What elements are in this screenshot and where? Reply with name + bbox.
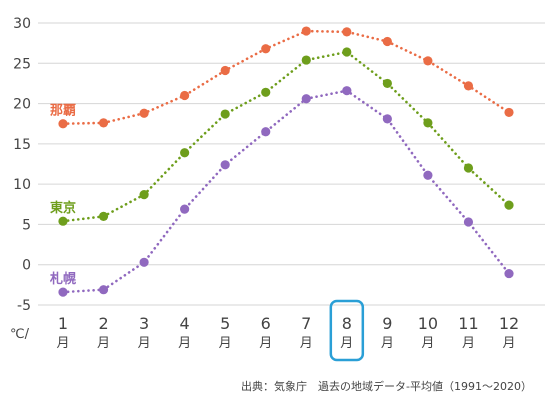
data-point xyxy=(180,204,190,214)
data-point xyxy=(342,27,352,37)
x-tick-unit: 月 xyxy=(421,336,434,351)
x-tick-unit: 月 xyxy=(219,336,232,351)
series-line xyxy=(61,29,511,126)
x-tick-label: 3 xyxy=(139,314,149,333)
y-unit-label: ℃/ xyxy=(10,327,30,342)
data-point xyxy=(301,94,311,104)
data-point xyxy=(180,90,190,101)
x-tick-label: 9 xyxy=(382,314,392,333)
x-tick-unit: 月 xyxy=(340,336,353,351)
data-point xyxy=(504,200,514,210)
data-point xyxy=(423,170,433,180)
data-point xyxy=(261,127,271,137)
data-point xyxy=(504,107,514,118)
x-tick-unit: 月 xyxy=(178,336,191,351)
series-label: 那覇 xyxy=(50,104,76,119)
x-tick-label: 2 xyxy=(98,314,108,333)
data-point xyxy=(301,26,311,36)
data-point xyxy=(382,36,392,47)
x-tick-label: 10 xyxy=(418,314,438,333)
data-point xyxy=(58,287,68,297)
data-point xyxy=(139,190,149,200)
x-tick-unit: 月 xyxy=(56,336,69,351)
highlight-month-box xyxy=(329,299,365,362)
x-tick-unit: 月 xyxy=(502,336,515,351)
data-point xyxy=(58,119,68,129)
x-tick-unit: 月 xyxy=(259,336,272,351)
data-point xyxy=(463,217,474,227)
y-tick-label: 10 xyxy=(13,177,31,193)
data-point xyxy=(423,118,433,128)
y-tick-label: -5 xyxy=(17,298,31,314)
x-tick-label: 8 xyxy=(342,314,352,333)
data-point xyxy=(220,109,230,119)
data-point xyxy=(261,87,271,97)
data-point xyxy=(463,163,474,173)
x-tick-unit: 月 xyxy=(381,336,394,351)
data-point xyxy=(382,78,392,89)
data-point xyxy=(98,118,109,128)
x-tick-label: 6 xyxy=(261,314,271,333)
series-line xyxy=(61,89,511,294)
series-label: 東京 xyxy=(50,200,76,216)
data-point xyxy=(98,211,109,221)
data-point xyxy=(301,55,311,65)
y-tick-label: 15 xyxy=(13,137,31,153)
x-tick-unit: 月 xyxy=(97,336,110,351)
x-tick-label: 5 xyxy=(220,314,230,333)
data-point xyxy=(98,285,109,295)
y-tick-label: 30 xyxy=(13,16,31,32)
y-tick-label: 5 xyxy=(22,217,31,233)
x-tick-unit: 月 xyxy=(462,336,475,351)
x-tick-label: 4 xyxy=(180,314,190,333)
x-tick-label: 12 xyxy=(499,314,519,333)
x-tick-label: 11 xyxy=(458,314,478,333)
x-tick-label: 1 xyxy=(58,314,68,333)
series-label: 札幌 xyxy=(49,271,76,287)
y-tick-label: 20 xyxy=(13,97,31,113)
y-tick-label: 25 xyxy=(13,56,31,72)
data-point xyxy=(504,268,514,279)
data-point xyxy=(220,160,230,170)
x-tick-unit: 月 xyxy=(300,336,313,351)
data-point xyxy=(342,86,352,96)
source-note: 出典：気象庁 過去の地域データ-平均値（1991～2020） xyxy=(241,380,532,393)
data-point xyxy=(423,56,433,66)
data-point xyxy=(139,108,149,118)
x-tick-label: 7 xyxy=(301,314,311,333)
series-line xyxy=(61,50,511,223)
data-point xyxy=(58,216,68,226)
y-tick-label: 0 xyxy=(22,258,31,274)
x-tick-unit: 月 xyxy=(138,336,151,351)
data-point xyxy=(180,148,190,158)
data-point xyxy=(463,81,474,91)
data-point xyxy=(342,47,352,57)
data-point xyxy=(382,114,392,124)
data-point xyxy=(261,44,271,54)
data-point xyxy=(220,65,230,76)
data-point xyxy=(139,257,149,267)
